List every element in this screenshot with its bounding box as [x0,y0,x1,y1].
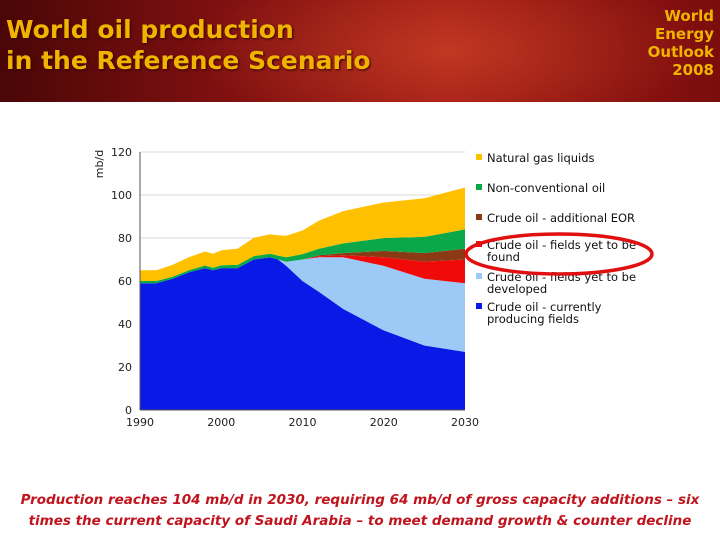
caption-line-2: times the current capacity of Saudi Arab… [28,513,692,529]
weo-logo-line-3: Outlook [647,43,714,61]
weo-logo: World Energy Outlook 2008 [624,7,714,79]
x-tick-1990: 1990 [126,416,154,429]
slide-caption: Production reaches 104 mb/d in 2030, req… [0,490,720,532]
area-crude-oil-fields-yet-to-be-found [140,255,465,284]
y-tick-100: 100 [111,189,132,202]
area-crude-oil-fields-yet-to-be-developed [140,257,465,352]
banner-glow [190,0,710,102]
y-tick-120: 120 [111,146,132,159]
y-tick-80: 80 [118,232,132,245]
legend-swatch-crude-oil-fields-yet-to-be-developed [476,273,482,279]
weo-logo-line-4: 2008 [672,61,714,79]
legend-label-non-conventional-oil: Non-conventional oil [487,181,605,195]
legend-swatch-natural-gas-liquids [476,154,482,160]
y-tick-40: 40 [118,318,132,331]
caption-line-1: Production reaches 104 mb/d in 2030, req… [20,492,700,508]
slide-title-line-2: in the Reference Scenario [6,46,371,75]
x-tick-2030: 2030 [451,416,479,429]
area-non-conventional-oil [140,229,465,284]
area-crude-oil-currently-producing-fields [140,257,465,410]
legend-label-crude-oil-additional-eor: Crude oil - additional EOR [487,211,635,225]
y-tick-0: 0 [125,404,132,417]
x-tick-2010: 2010 [289,416,317,429]
slide-title-line-1: World oil production [6,15,294,44]
chart-tick-labels: 0 20 40 60 80 100 120 1990 2000 2010 2020 2030 [111,146,479,429]
legend-swatch-crude-oil-additional-eor [476,214,482,220]
area-natural-gas-liquids [140,187,465,281]
oil-production-chart: 0 20 40 60 80 100 120 1990 2000 2010 2020 2030 mb/d… [93,146,654,429]
legend-label-natural-gas-liquids: Natural gas liquids [487,151,595,165]
highlight-ellipse [464,232,654,276]
x-tick-2000: 2000 [207,416,235,429]
legend-label-crude-oil-currently-producing-fields: Crude oil - currently producing fields [487,300,602,326]
title-banner: World oil production in the Reference Sc… [0,0,720,102]
legend-swatch-crude-oil-currently-producing-fields [476,303,482,309]
weo-logo-line-1: World [664,7,714,25]
y-tick-20: 20 [118,361,132,374]
slide-title: World oil production in the Reference Sc… [6,14,371,76]
y-tick-60: 60 [118,275,132,288]
x-tick-2020: 2020 [370,416,398,429]
y-axis-label: mb/d [93,150,106,178]
legend-swatch-non-conventional-oil [476,184,482,190]
chart-axes [139,152,465,411]
chart-areas [140,187,465,410]
weo-logo-line-2: Energy [654,25,714,43]
legend-label-crude-oil-fields-yet-to-be-found: Crude oil - fields yet to be found [487,238,636,264]
